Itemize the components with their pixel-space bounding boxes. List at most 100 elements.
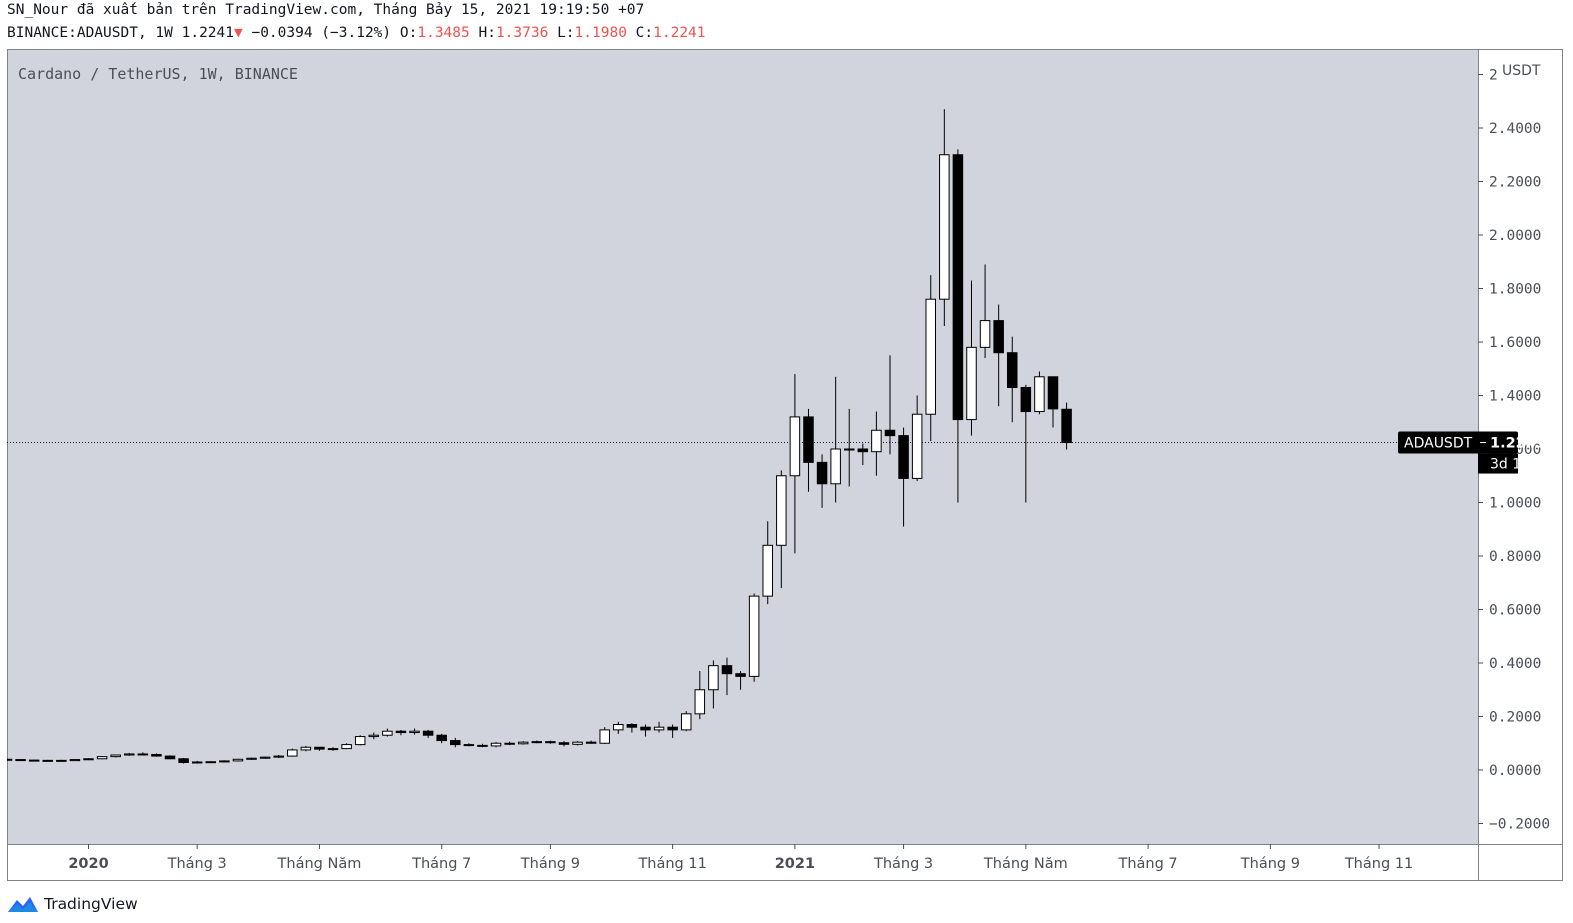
candle-up [246, 757, 257, 760]
y-tick-label: 2.2000 [1489, 175, 1541, 191]
y-tick-label: 0.4000 [1489, 656, 1541, 672]
x-tick-label: Tháng 7 [411, 856, 471, 872]
candle-up [843, 448, 855, 451]
candle-up [925, 298, 936, 415]
candle-up [680, 713, 692, 731]
candle-up [748, 595, 760, 677]
candle-down [477, 744, 488, 747]
x-tick-label: 2021 [775, 856, 815, 872]
candle-down [1006, 352, 1018, 388]
x-tick-label: 2020 [68, 856, 108, 872]
countdown-label: 3d 12h [1490, 457, 1539, 473]
candle-down [178, 758, 189, 764]
candle-up [327, 748, 339, 751]
candle-down [545, 741, 556, 744]
symbol-interval: BINANCE:ADAUSDT, 1W [7, 25, 173, 41]
candle-down [735, 673, 746, 677]
y-tick-label: 0.2000 [1489, 710, 1541, 726]
candle-up [42, 759, 54, 762]
candle-up [382, 730, 393, 736]
high-value: 1.3736 [495, 25, 549, 41]
down-arrow-icon: ▼ [234, 25, 243, 41]
candle-down [993, 320, 1004, 354]
candle-up [939, 154, 950, 300]
candles-group [7, 109, 1072, 764]
candle-up [789, 416, 801, 477]
chart-border [7, 49, 1563, 881]
candle-up [232, 758, 244, 762]
candle-down [952, 154, 964, 421]
candle-down [721, 665, 733, 675]
candle-down [422, 730, 434, 736]
y-tick-label: 1.0000 [1489, 496, 1541, 512]
candle-up [531, 741, 543, 744]
candle-up [776, 475, 787, 546]
y-tick-partial-label: 2 [1489, 68, 1498, 84]
chart-title: Cardano / TetherUS, 1W, BINANCE [18, 65, 298, 83]
candle-down [1061, 408, 1072, 444]
x-tick-label: Tháng Năm [277, 856, 362, 872]
candle-up [517, 741, 529, 745]
y-tick-label: 0.8000 [1489, 549, 1541, 565]
publish-info: SN_Nour đã xuất bản trên TradingView.com… [7, 2, 645, 18]
candle-down [164, 755, 176, 760]
candle-down [626, 724, 638, 728]
y-tick-label: 1.8000 [1489, 282, 1541, 298]
candle-up [273, 755, 284, 758]
candle-up [124, 753, 135, 756]
candle-down [15, 759, 26, 762]
candle-down [7, 758, 13, 761]
tradingview-footer: TradingView [6, 894, 138, 914]
candle-up [191, 761, 203, 764]
tradingview-logo-icon [8, 897, 38, 912]
y-tick-label: 2.0000 [1489, 228, 1541, 244]
candle-up [694, 689, 706, 715]
candle-up [966, 346, 977, 421]
candle-up [287, 749, 298, 757]
price-tag-symbol: ADAUSDT [1404, 436, 1473, 452]
candle-down [56, 759, 67, 762]
candle-down [640, 726, 651, 731]
x-tick-label: Tháng Năm [983, 856, 1068, 872]
candle-up [613, 724, 624, 731]
x-tick-label: Tháng 7 [1118, 856, 1178, 872]
candle-up [341, 744, 352, 750]
y-tick-label: 1.6000 [1489, 335, 1541, 351]
candle-up [354, 736, 366, 746]
y-tick-label: 0.0000 [1489, 763, 1541, 779]
candle-down [395, 730, 407, 734]
candle-up [979, 320, 991, 348]
x-tick-label: Tháng 9 [1240, 856, 1300, 872]
symbol-info-line: BINANCE:ADAUSDT, 1W 1.2241▼ −0.0394 (−3.… [7, 24, 706, 42]
low-value: 1.1980 [574, 25, 627, 41]
candle-down [137, 753, 149, 756]
candle-up [300, 746, 312, 751]
price-change: −0.0394 (−3.12%) [251, 25, 392, 41]
candle-up [409, 730, 420, 734]
open-label: O: [399, 25, 418, 41]
x-tick-label: Tháng 11 [1344, 856, 1413, 872]
candle-up [1034, 376, 1045, 413]
candle-up [259, 756, 271, 759]
candle-down [463, 744, 475, 747]
candle-down [1047, 376, 1059, 410]
low-label: L: [557, 25, 575, 41]
countdown-bg [1478, 453, 1518, 474]
candle-down [884, 429, 896, 437]
candle-down [585, 741, 597, 744]
candle-down [28, 759, 40, 762]
candle-up [599, 729, 610, 744]
candle-down [816, 461, 828, 485]
candle-down [504, 742, 515, 745]
candle-down [436, 734, 447, 742]
candle-up [653, 726, 665, 731]
candle-up [69, 759, 81, 762]
candle-down [667, 726, 678, 731]
time-axis-area [7, 844, 1563, 881]
high-label: H: [478, 25, 496, 41]
candle-down [898, 435, 909, 479]
y-tick-label: 1.4000 [1489, 389, 1541, 405]
candle-up [96, 756, 108, 760]
price-tag-value: 1.2241 [1490, 436, 1546, 452]
